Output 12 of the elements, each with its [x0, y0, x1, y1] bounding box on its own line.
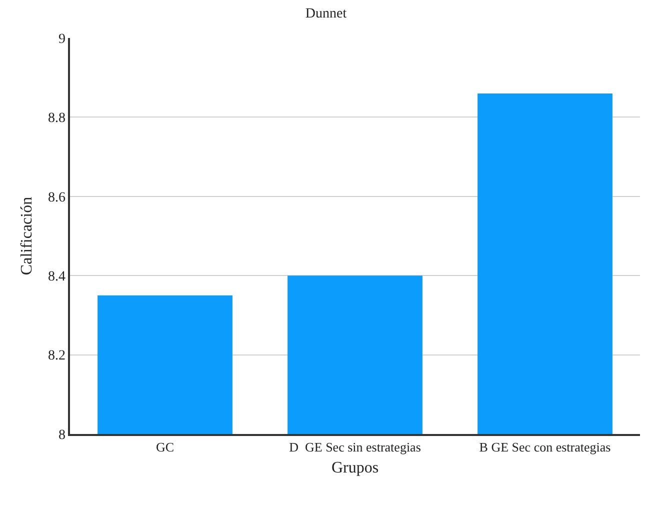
x-tick-label: GC [156, 439, 174, 454]
y-tick-label: 8.8 [48, 111, 66, 126]
x-tick-label: B GE Sec con estrategias [479, 439, 611, 454]
y-axis-title: Calificación [18, 196, 36, 276]
chart-title: Dunnet [305, 6, 347, 22]
y-tick-label: 8 [58, 428, 66, 443]
y-tick-label: 8.6 [48, 190, 66, 206]
y-tick-label: 9 [58, 32, 66, 47]
y-tick-label: 8.4 [48, 270, 66, 284]
x-axis-title: Grupos [331, 460, 379, 477]
y-tick-label: 8.2 [48, 348, 66, 364]
x-tick-label: D GE Sec sin estrategias [289, 439, 421, 454]
